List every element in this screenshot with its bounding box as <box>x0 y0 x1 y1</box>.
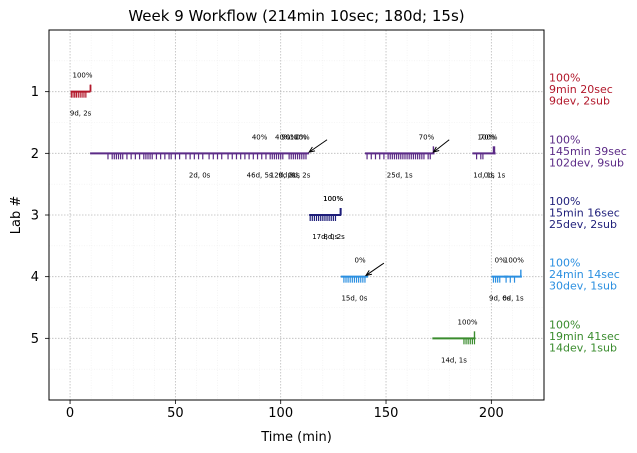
lab-summary-line: 100% <box>549 318 580 331</box>
session-percent-label: 70% <box>419 133 435 141</box>
x-axis-label: Time (min) <box>260 430 332 445</box>
session-count-label: 14d, 1s <box>441 356 467 364</box>
session-percent-label: 100% <box>323 195 343 203</box>
session-percent-label: 70% <box>480 133 496 141</box>
session-count-label: 12d, 0s <box>270 171 296 179</box>
axis-ticks: 0 50 100 150 200 1 2 3 4 5 <box>31 85 504 421</box>
lab-summary-line: 30dev, 1sub <box>549 280 617 293</box>
session-percent-label: 0% <box>355 257 366 265</box>
lab-summary-line: 25dev, 2sub <box>549 218 617 231</box>
session-bars <box>70 84 522 345</box>
session-percent-label: 100% <box>478 133 498 141</box>
session-percent-label: 0% <box>495 257 506 265</box>
session-count-label: 2d, 0s <box>189 171 211 179</box>
session-count-label: 1d, 1s <box>473 171 495 179</box>
session-percent-label: 100% <box>290 133 310 141</box>
session-percent-label: 100% <box>458 318 478 326</box>
y-axis-label: Lab # <box>9 196 24 235</box>
session-count-label: 9d, 1s <box>278 171 300 179</box>
y-tick-label: 2 <box>31 147 39 162</box>
annotation-arrow-head <box>364 270 372 277</box>
lab-summary-line: 9min 20sec <box>549 83 613 96</box>
annotation-arrow-head <box>432 146 440 153</box>
session-count-label: 6d, 1s <box>502 295 524 303</box>
lab-summary-line: 145min 39sec <box>549 145 627 158</box>
lab-summary-line: 15min 16sec <box>549 207 620 220</box>
session-percent-label: 0% <box>296 133 307 141</box>
lab-summary-line: 9dev, 2sub <box>549 95 610 108</box>
x-tick-label: 0 <box>66 406 74 421</box>
annotation-arrows <box>308 139 450 277</box>
session-count-label: 25d, 1s <box>387 171 413 179</box>
annotation-arrow-line <box>365 262 385 276</box>
annotation-arrow-line <box>308 139 328 153</box>
session-count-label: 8d, 2s <box>323 233 345 241</box>
session-labels: 100% 9d, 2s 0% 2d, 0s 70% 25d, 1s 70% 1d, 1s 100… <box>70 72 524 365</box>
lab-summary-line: 100% <box>549 133 580 146</box>
annotation-arrow-line <box>433 139 450 153</box>
session-count-label: 8d, 2s <box>289 171 311 179</box>
lab-summary-line: 14dev, 1sub <box>549 341 617 354</box>
session-count-label: 9d, 2s <box>70 110 92 118</box>
session-count-label: 9d, 0s <box>489 295 511 303</box>
y-tick-label: 1 <box>31 85 39 100</box>
lab-summary-line: 24min 14sec <box>549 268 620 281</box>
session-percent-label: 40% <box>252 133 268 141</box>
session-count-label: 15d, 0s <box>341 295 367 303</box>
lab-summary-line: 100% <box>549 72 580 85</box>
session-percent-label: 90% <box>281 133 297 141</box>
lab-summary-line: 102dev, 9sub <box>549 156 624 169</box>
x-tick-label: 200 <box>479 406 504 421</box>
session-percent-label: 100% <box>504 257 524 265</box>
chart-title: Week 9 Workflow (214min 10sec; 180d; 15s… <box>128 7 464 25</box>
lab-summary-line: 19min 41sec <box>549 330 620 343</box>
session-count-label: 17d, 0s <box>312 233 338 241</box>
y-tick-label: 5 <box>31 332 39 347</box>
y-tick-label: 4 <box>31 270 39 285</box>
annotation-arrow-head <box>308 146 316 153</box>
session-percent-label: 100% <box>323 195 343 203</box>
lab-summary-line: 100% <box>549 257 580 270</box>
session-percent-label: 100% <box>72 72 92 80</box>
x-tick-label: 100 <box>268 406 293 421</box>
session-percent-label: 40% <box>275 133 291 141</box>
session-count-label: 0d, 1s <box>484 171 506 179</box>
session-count-label: 46d, 5s <box>247 171 273 179</box>
y-tick-label: 3 <box>31 209 39 224</box>
x-tick-label: 150 <box>374 406 399 421</box>
x-tick-label: 50 <box>167 406 184 421</box>
lab-summary-line: 100% <box>549 195 580 208</box>
